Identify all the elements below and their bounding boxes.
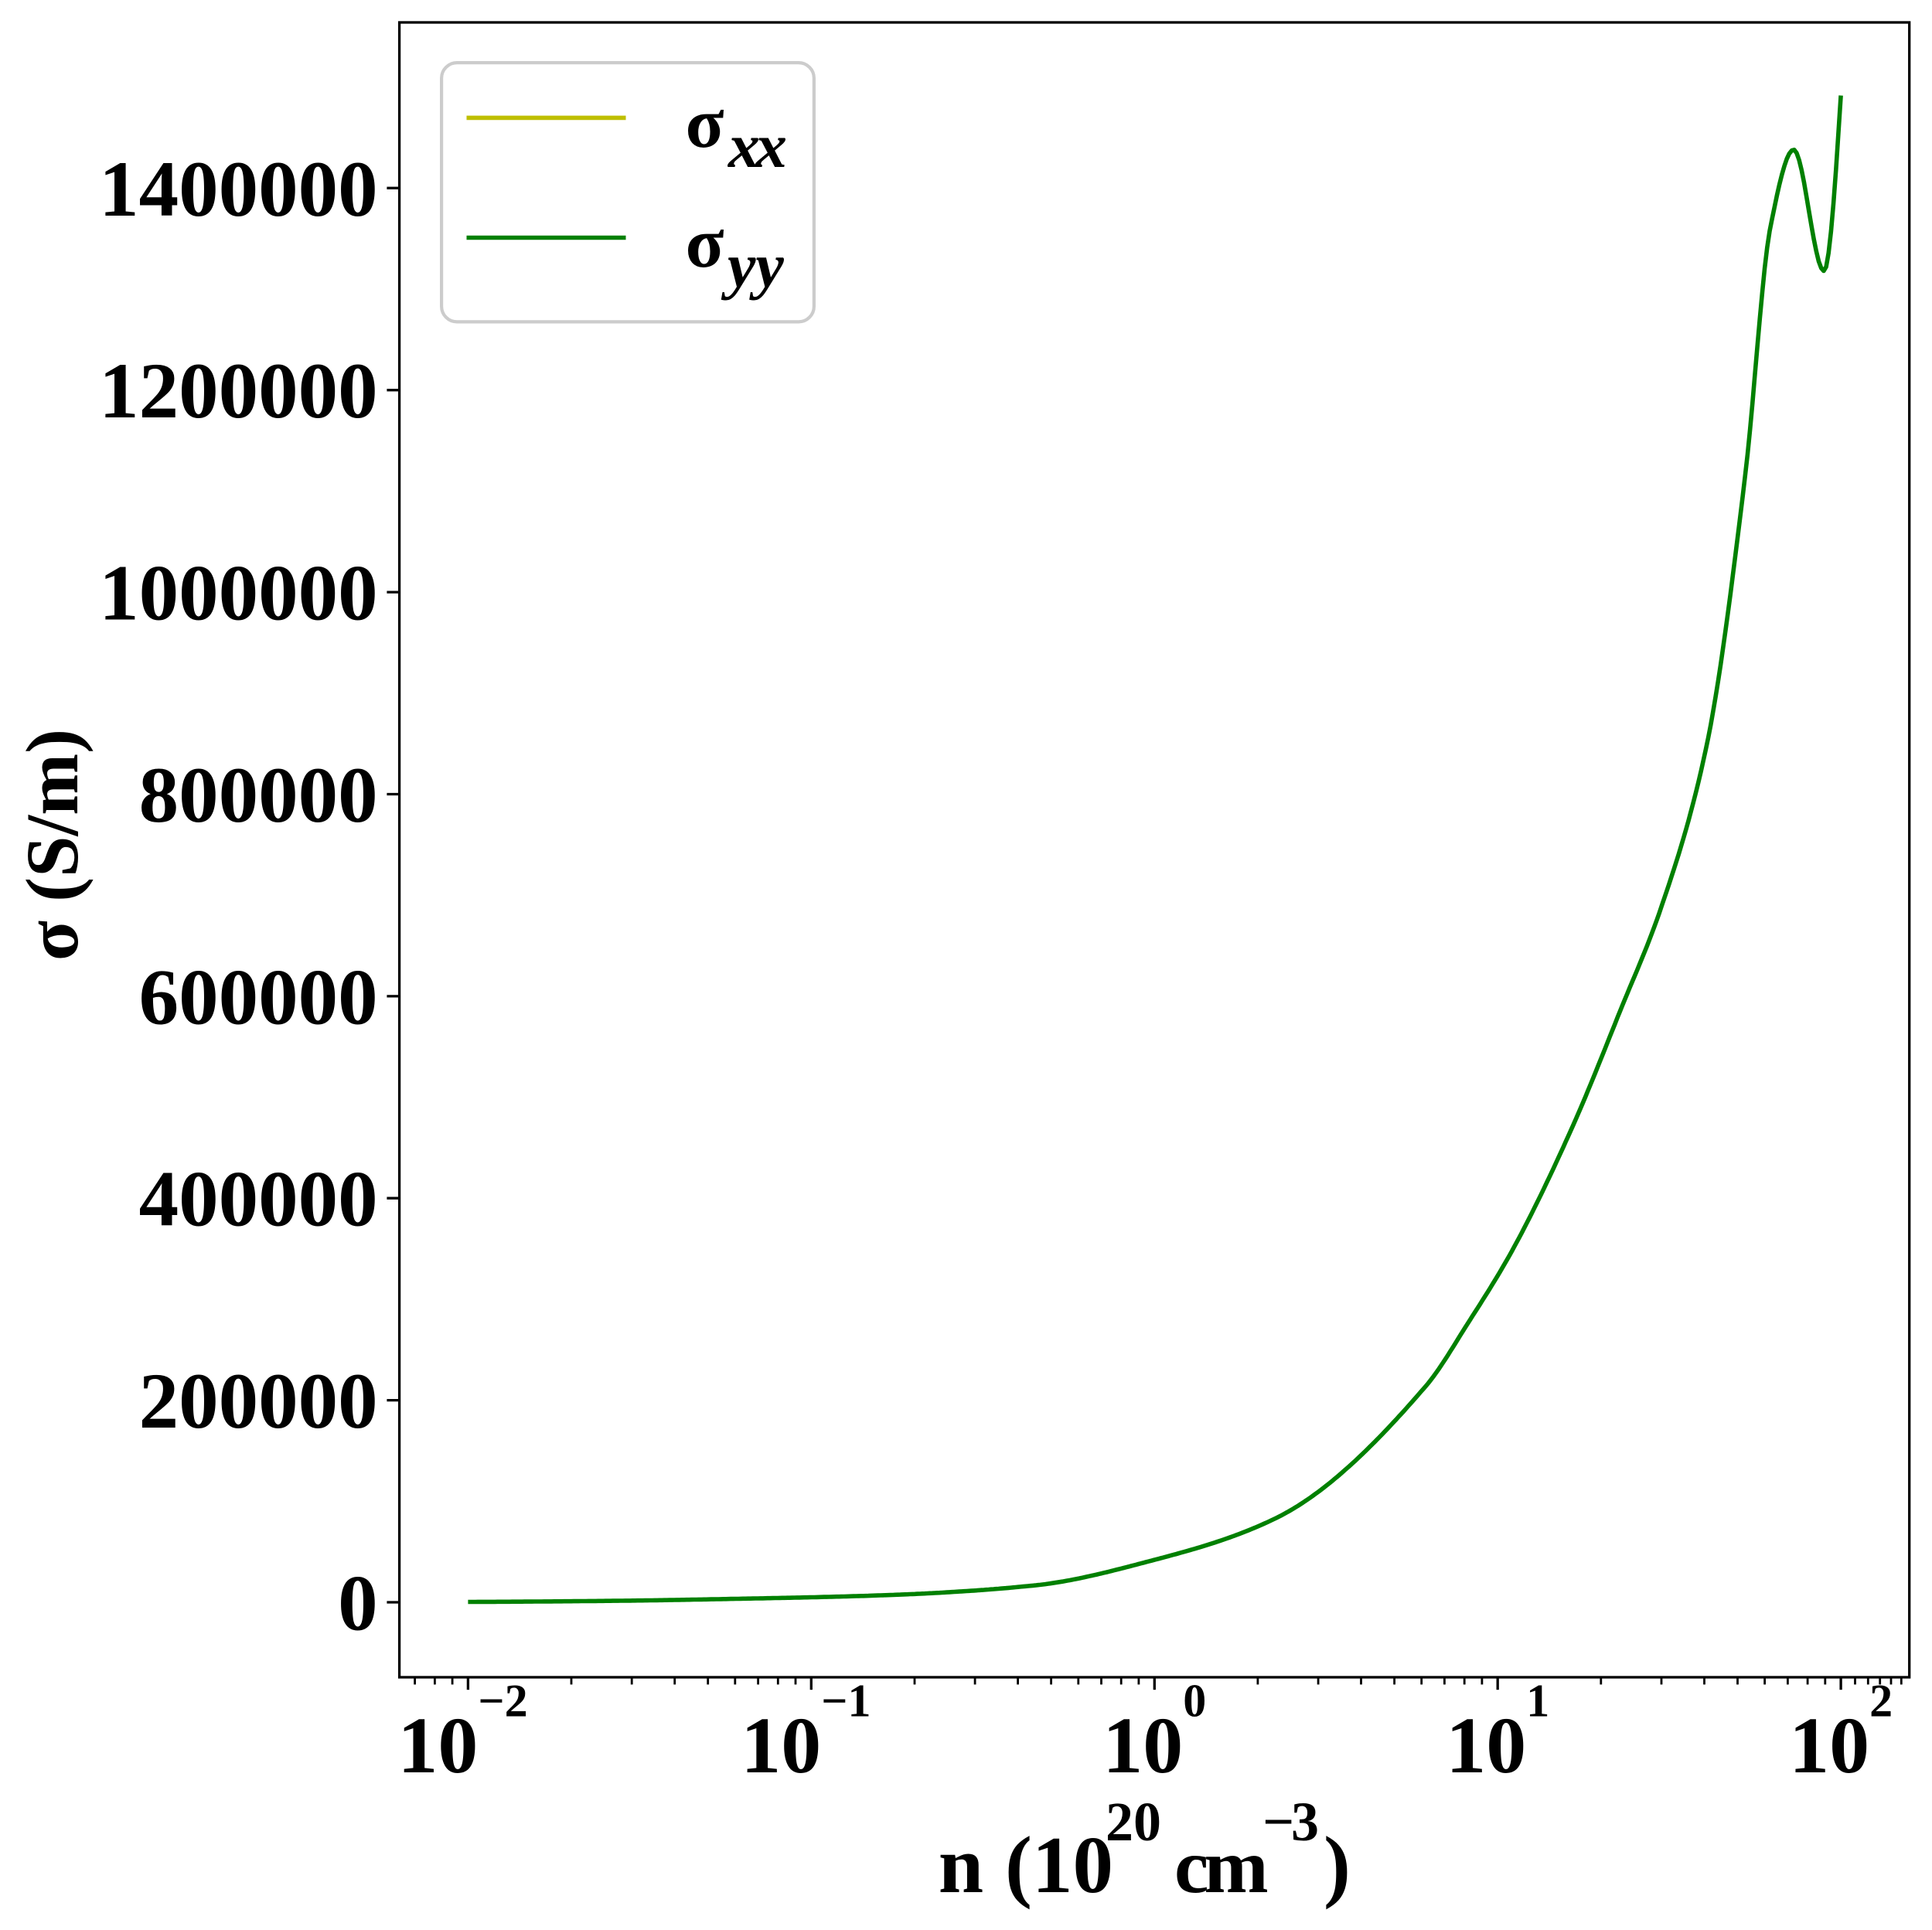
svg-text:−3: −3 (1262, 1791, 1317, 1853)
svg-text:20: 20 (1106, 1791, 1161, 1853)
svg-text:1000000: 1000000 (99, 550, 378, 638)
svg-text:cm: cm (1174, 1823, 1267, 1909)
svg-text:yy: yy (721, 230, 784, 301)
svg-text:1200000: 1200000 (99, 347, 378, 435)
svg-text:400000: 400000 (139, 1156, 378, 1244)
svg-text:): ) (1324, 1819, 1351, 1910)
svg-text:(10: (10 (1005, 1819, 1113, 1910)
svg-text:σ (S/m): σ (S/m) (11, 729, 94, 961)
svg-text:σ: σ (686, 203, 724, 282)
svg-text:1400000: 1400000 (99, 145, 378, 233)
svg-text:xx: xx (727, 111, 785, 181)
svg-text:0: 0 (338, 1560, 378, 1648)
svg-text:800000: 800000 (139, 751, 378, 839)
svg-text:600000: 600000 (139, 953, 378, 1041)
svg-text:σ: σ (686, 83, 724, 162)
svg-text:n: n (939, 1819, 983, 1910)
svg-text:200000: 200000 (139, 1357, 378, 1445)
